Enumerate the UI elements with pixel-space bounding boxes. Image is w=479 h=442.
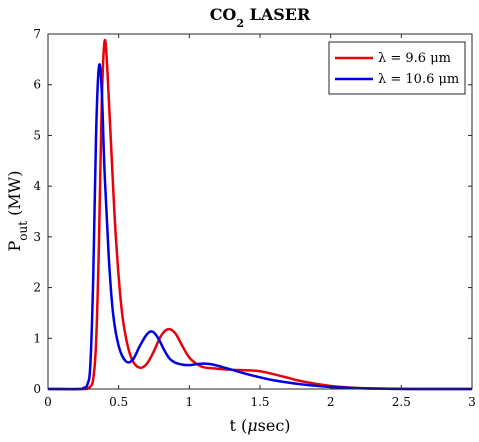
- legend-label-9.6um: λ = 9.6 μm: [378, 51, 451, 66]
- y-tick-label: 0: [33, 382, 41, 396]
- x-tick-label: 0: [44, 395, 52, 409]
- plot-area: [47, 38, 472, 391]
- y-tick-label: 1: [33, 331, 41, 345]
- x-tick-label: 2.5: [392, 395, 411, 409]
- chart-title: CO2 LASER: [210, 5, 311, 30]
- y-axis-label: Pout (MW): [5, 171, 30, 252]
- y-tick-label: 2: [33, 281, 41, 295]
- x-axis-ticks: 0 0.5 1 1.5 2 2.5 3: [44, 34, 476, 409]
- series-line-9.6um: [47, 38, 472, 391]
- y-tick-label: 6: [33, 78, 41, 92]
- title-main: CO: [210, 5, 237, 24]
- y-tick-label: 5: [33, 128, 41, 142]
- x-tick-label: 2: [327, 395, 335, 409]
- x-tick-label: 0.5: [109, 395, 128, 409]
- title-rest: LASER: [244, 5, 311, 24]
- x-tick-label: 3: [468, 395, 476, 409]
- series-line-10.6um: [47, 63, 472, 391]
- x-tick-label: 1.5: [250, 395, 269, 409]
- y-tick-label: 7: [33, 27, 41, 41]
- title-sub: 2: [236, 17, 244, 30]
- y-tick-label: 3: [33, 230, 41, 244]
- legend-box: [328, 41, 466, 95]
- y-axis-ticks: 0 1 2 3 4 5 6 7: [33, 27, 472, 396]
- y-tick-label: 4: [33, 179, 41, 193]
- x-axis-label: t (μsec): [229, 416, 290, 435]
- legend: λ = 9.6 μm λ = 10.6 μm: [328, 41, 466, 95]
- legend-label-10.6um: λ = 10.6 μm: [378, 72, 459, 87]
- x-tick-label: 1: [186, 395, 194, 409]
